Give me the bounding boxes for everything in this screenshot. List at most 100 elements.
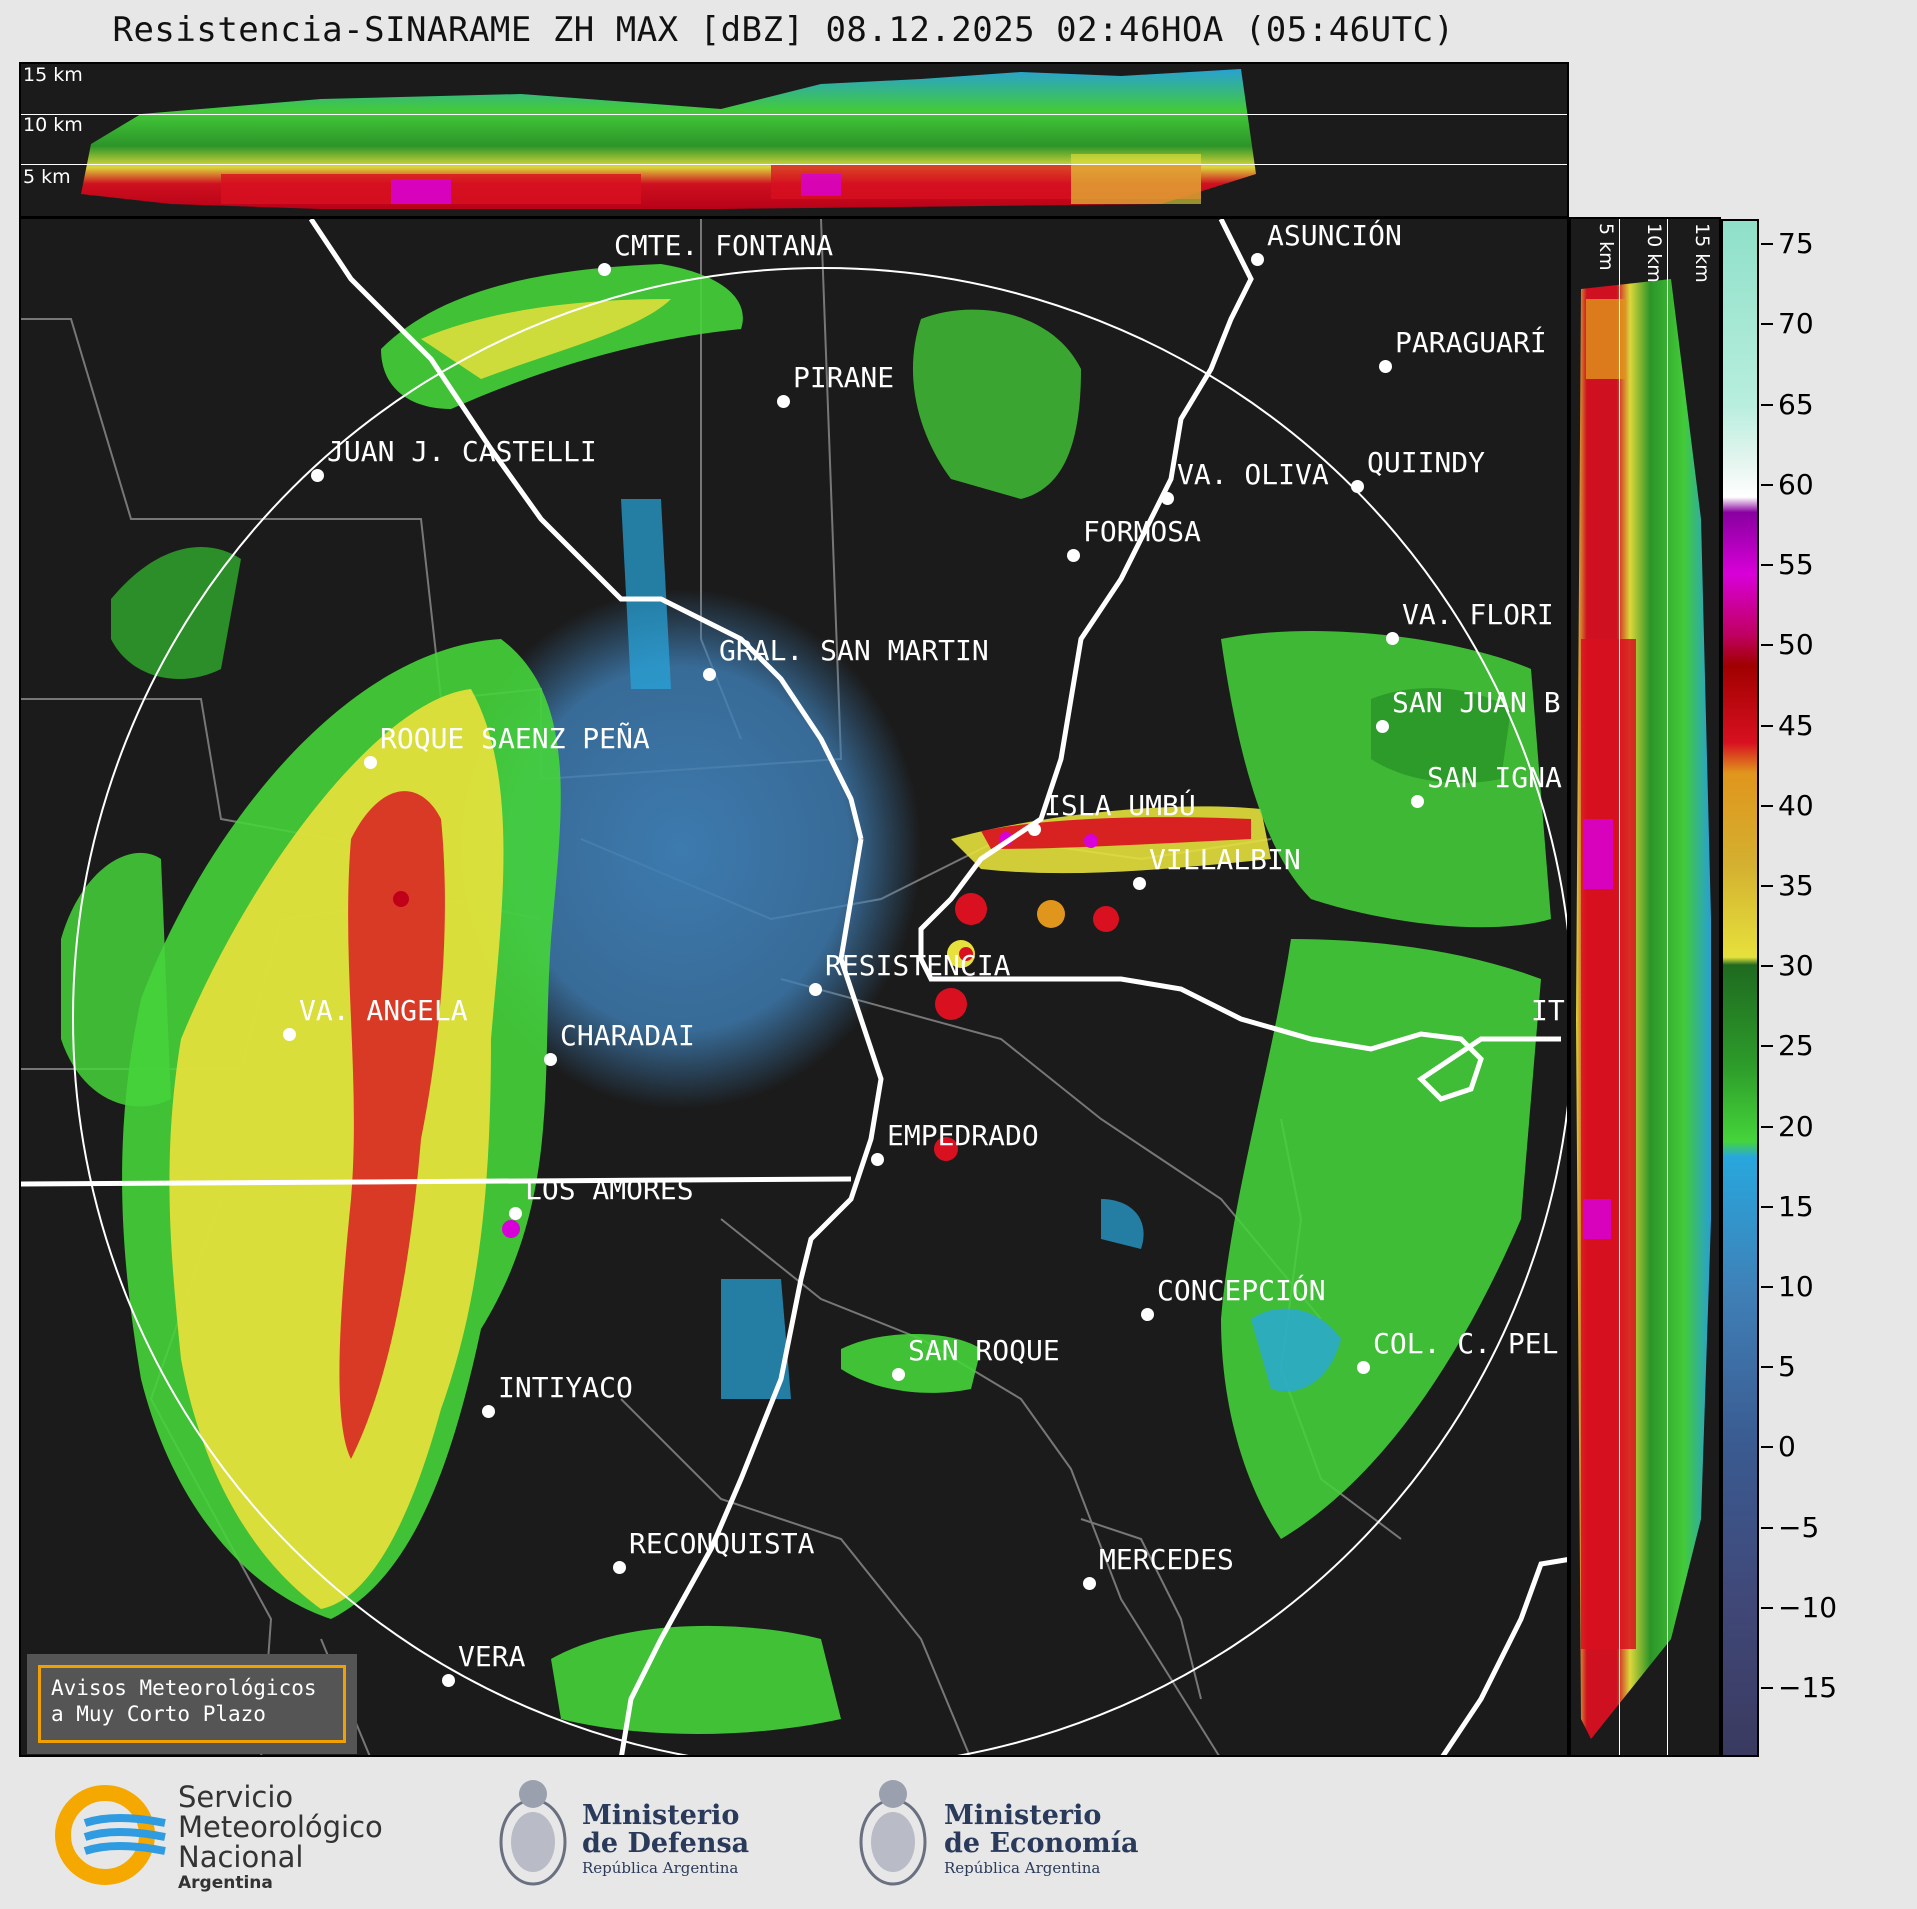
city-label: VA. FLORI — [1402, 598, 1554, 631]
colorbar-tick-label: 70 — [1778, 307, 1814, 340]
city-dot — [892, 1368, 905, 1381]
city-dot — [442, 1674, 455, 1687]
city-dot — [283, 1028, 296, 1041]
city-dot — [1351, 480, 1364, 493]
city-dot — [1141, 1308, 1154, 1321]
city-dot — [1133, 877, 1146, 890]
city-label: RECONQUISTA — [629, 1527, 815, 1560]
city-dot — [1067, 549, 1080, 562]
city-dot — [1386, 632, 1399, 645]
city-label: VERA — [458, 1640, 526, 1673]
city-label: GRAL. SAN MARTIN — [719, 634, 989, 667]
city-dot — [482, 1405, 495, 1418]
city-dot — [598, 263, 611, 276]
city-dot — [1379, 360, 1392, 373]
city-label: PIRANE — [793, 361, 895, 394]
city-label: JUAN J. CASTELLI — [327, 435, 597, 468]
city-label: INTIYACO — [498, 1371, 633, 1404]
right-cross-section-echo — [1576, 279, 1711, 1739]
notice-line-2: a Muy Corto Plazo — [51, 1702, 266, 1726]
colorbar-tick-label: 10 — [1778, 1270, 1814, 1303]
map-title: Resistencia-SINARAME ZH MAX [dBZ] 08.12.… — [112, 10, 1455, 50]
city-label: PARAGUARÍ — [1395, 326, 1547, 359]
city-dot — [1083, 1577, 1096, 1590]
city-dot — [1357, 1361, 1370, 1374]
very-short-term-warnings-notice[interactable]: Avisos Meteorológicos a Muy Corto Plazo — [27, 1654, 357, 1754]
colorbar-tick-label: 45 — [1778, 709, 1814, 742]
colorbar-tick-label: 35 — [1778, 869, 1814, 902]
economia-line-2: de Economía — [944, 1828, 1139, 1859]
smn-name: Servicio Meteorológico Nacional Argentin… — [178, 1782, 383, 1894]
city-label: FORMOSA — [1083, 515, 1202, 548]
height-label-5km: 5 km — [23, 166, 71, 188]
city-label: RESISTENCIA — [825, 949, 1011, 982]
city-label: COL. C. PEL — [1373, 1327, 1559, 1360]
right-cross-section: 5 km 10 km 15 km — [1569, 217, 1721, 1757]
city-label: SAN JUAN B — [1392, 686, 1561, 719]
city-label: VA. OLIVA — [1177, 458, 1329, 491]
city-dot — [1411, 795, 1424, 808]
city-dot — [1028, 823, 1041, 836]
city-dot — [613, 1561, 626, 1574]
city-label: MERCEDES — [1099, 1543, 1234, 1576]
smn-line-1: Servicio — [178, 1780, 294, 1814]
colorbar-tick-label: 0 — [1778, 1430, 1796, 1463]
colorbar-tick-label: 30 — [1778, 949, 1814, 982]
colorbar-tick-label: −5 — [1778, 1511, 1820, 1544]
colorbar-tick-label: 40 — [1778, 789, 1814, 822]
colorbar-tick-label: 50 — [1778, 628, 1814, 661]
city-label: EMPEDRADO — [887, 1119, 1039, 1152]
radar-echo-field — [21, 219, 1567, 1755]
city-label: ASUNCIÓN — [1267, 219, 1402, 252]
city-dot — [871, 1153, 884, 1166]
city-dot — [1376, 720, 1389, 733]
ministerio-economia: Ministerio de Economía República Argenti… — [944, 1802, 1138, 1878]
colorbar-tick-label: 60 — [1778, 468, 1814, 501]
colorbar-tick-label: 65 — [1778, 388, 1814, 421]
city-label: ISLA UMBÚ — [1044, 789, 1196, 822]
defensa-line-2: de Defensa — [582, 1828, 750, 1859]
colorbar-tick-label: 75 — [1778, 227, 1814, 260]
city-label: CMTE. FONTANA — [614, 229, 834, 262]
footer: Servicio Meteorológico Nacional Argentin… — [0, 1760, 1917, 1909]
city-dot — [1161, 492, 1174, 505]
city-label: ROQUE SAENZ PEÑA — [380, 722, 650, 755]
city-dot — [1251, 253, 1264, 266]
economia-line-3: República Argentina — [944, 1859, 1101, 1877]
smn-line-3: Nacional — [178, 1840, 304, 1874]
national-seal-icon — [499, 1780, 567, 1886]
colorbar-tick-label: 55 — [1778, 548, 1814, 581]
top-cross-section-echo — [81, 69, 1256, 209]
city-label: CONCEPCIÓN — [1157, 1274, 1326, 1307]
city-label: VILLALBIN — [1149, 843, 1301, 876]
top-cross-section: 15 km 10 km 5 km — [19, 62, 1569, 218]
radar-site-dot — [809, 983, 822, 996]
city-dot — [509, 1207, 522, 1220]
smn-line-2: Meteorológico — [178, 1810, 383, 1844]
height-label-15km: 15 km — [23, 64, 83, 86]
colorbar-tick-label: 5 — [1778, 1350, 1796, 1383]
height-label-10km: 10 km — [1643, 223, 1665, 283]
radar-map: CMTE. FONTANA PIRANE ASUNCIÓN PARAGUARÍ … — [19, 217, 1569, 1757]
height-label-10km: 10 km — [23, 114, 83, 136]
colorbar-tick-label: 25 — [1778, 1029, 1814, 1062]
reflectivity-colorbar — [1721, 219, 1759, 1757]
city-label: QUIINDY — [1367, 446, 1486, 479]
city-dot — [777, 395, 790, 408]
city-dot — [703, 668, 716, 681]
colorbar-tick-label: −10 — [1778, 1591, 1838, 1624]
height-label-5km: 5 km — [1595, 223, 1617, 271]
city-label: LOS AMORES — [525, 1173, 694, 1206]
city-label: IT — [1531, 994, 1565, 1027]
height-label-15km: 15 km — [1691, 223, 1713, 283]
city-label: VA. ANGELA — [299, 994, 468, 1027]
range-ring — [72, 267, 1567, 1755]
ministerio-defensa: Ministerio de Defensa República Argentin… — [582, 1802, 749, 1878]
smn-logo-icon — [55, 1785, 166, 1885]
colorbar-tick-label: −15 — [1778, 1671, 1838, 1704]
colorbar-tick-label: 20 — [1778, 1110, 1814, 1143]
economia-line-1: Ministerio — [944, 1800, 1102, 1831]
colorbar-tick-label: 15 — [1778, 1190, 1814, 1223]
city-dot — [544, 1053, 557, 1066]
defensa-line-1: Ministerio — [582, 1800, 740, 1831]
